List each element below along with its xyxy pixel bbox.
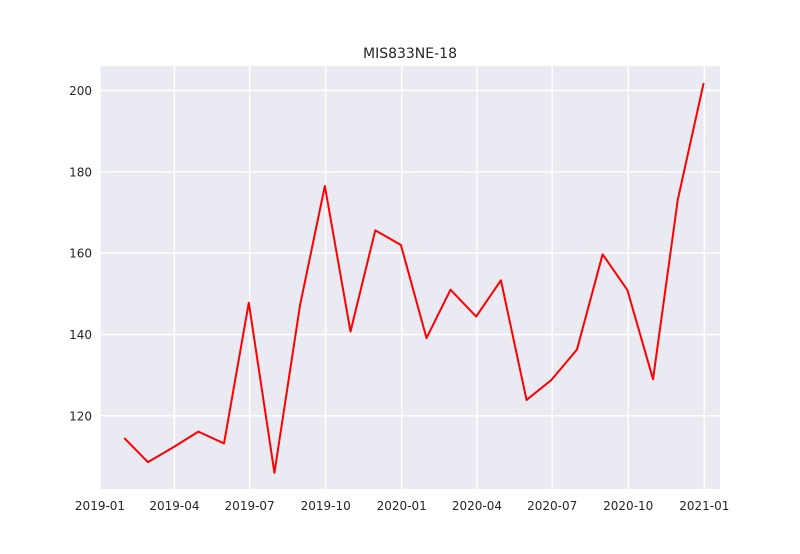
x-tick-label: 2020-04: [452, 499, 502, 513]
data-point: [299, 304, 301, 306]
y-tick-label: 140: [69, 328, 92, 342]
x-tick-label: 2019-01: [75, 499, 125, 513]
x-tick-label: 2019-07: [225, 499, 275, 513]
data-point: [400, 244, 402, 246]
y-tick-label: 120: [69, 409, 92, 423]
data-point: [426, 337, 428, 339]
data-point: [223, 442, 225, 444]
x-axis: 2019-01 2019-04 2019-07 2019-10 2020-01 2020-…: [75, 499, 729, 513]
y-axis: 120 140 160 180 200: [69, 84, 92, 423]
y-tick-label: 160: [69, 247, 92, 261]
series-layer: [123, 82, 705, 474]
data-point: [626, 289, 628, 291]
data-point: [677, 198, 679, 200]
x-tick-label: 2020-01: [377, 499, 427, 513]
data-point: [602, 253, 604, 255]
data-point: [526, 399, 528, 401]
chart-title: MIS833NE-18: [363, 46, 457, 62]
x-tick-label: 2019-10: [301, 499, 351, 513]
y-tick-label: 180: [69, 165, 92, 179]
grid-lines: [99, 66, 720, 489]
data-point: [576, 348, 578, 350]
data-point: [248, 302, 250, 304]
x-tick-label: 2020-07: [527, 499, 577, 513]
data-point: [349, 331, 351, 333]
data-point: [124, 438, 126, 440]
data-point: [550, 379, 552, 381]
data-point: [273, 472, 275, 474]
data-point: [197, 431, 199, 433]
data-point: [450, 289, 452, 291]
data-point: [173, 446, 175, 448]
x-tick-label: 2019-04: [149, 499, 199, 513]
x-tick-label: 2020-10: [603, 499, 653, 513]
y-tick-label: 200: [69, 84, 92, 98]
x-tick-label: 2021-01: [679, 499, 729, 513]
data-point: [324, 185, 326, 187]
data-point: [475, 316, 477, 318]
data-point: [374, 229, 376, 231]
series-line: [123, 82, 705, 474]
data-point: [500, 279, 502, 281]
data-point: [652, 378, 654, 380]
data-point: [702, 83, 704, 85]
data-point: [147, 461, 149, 463]
